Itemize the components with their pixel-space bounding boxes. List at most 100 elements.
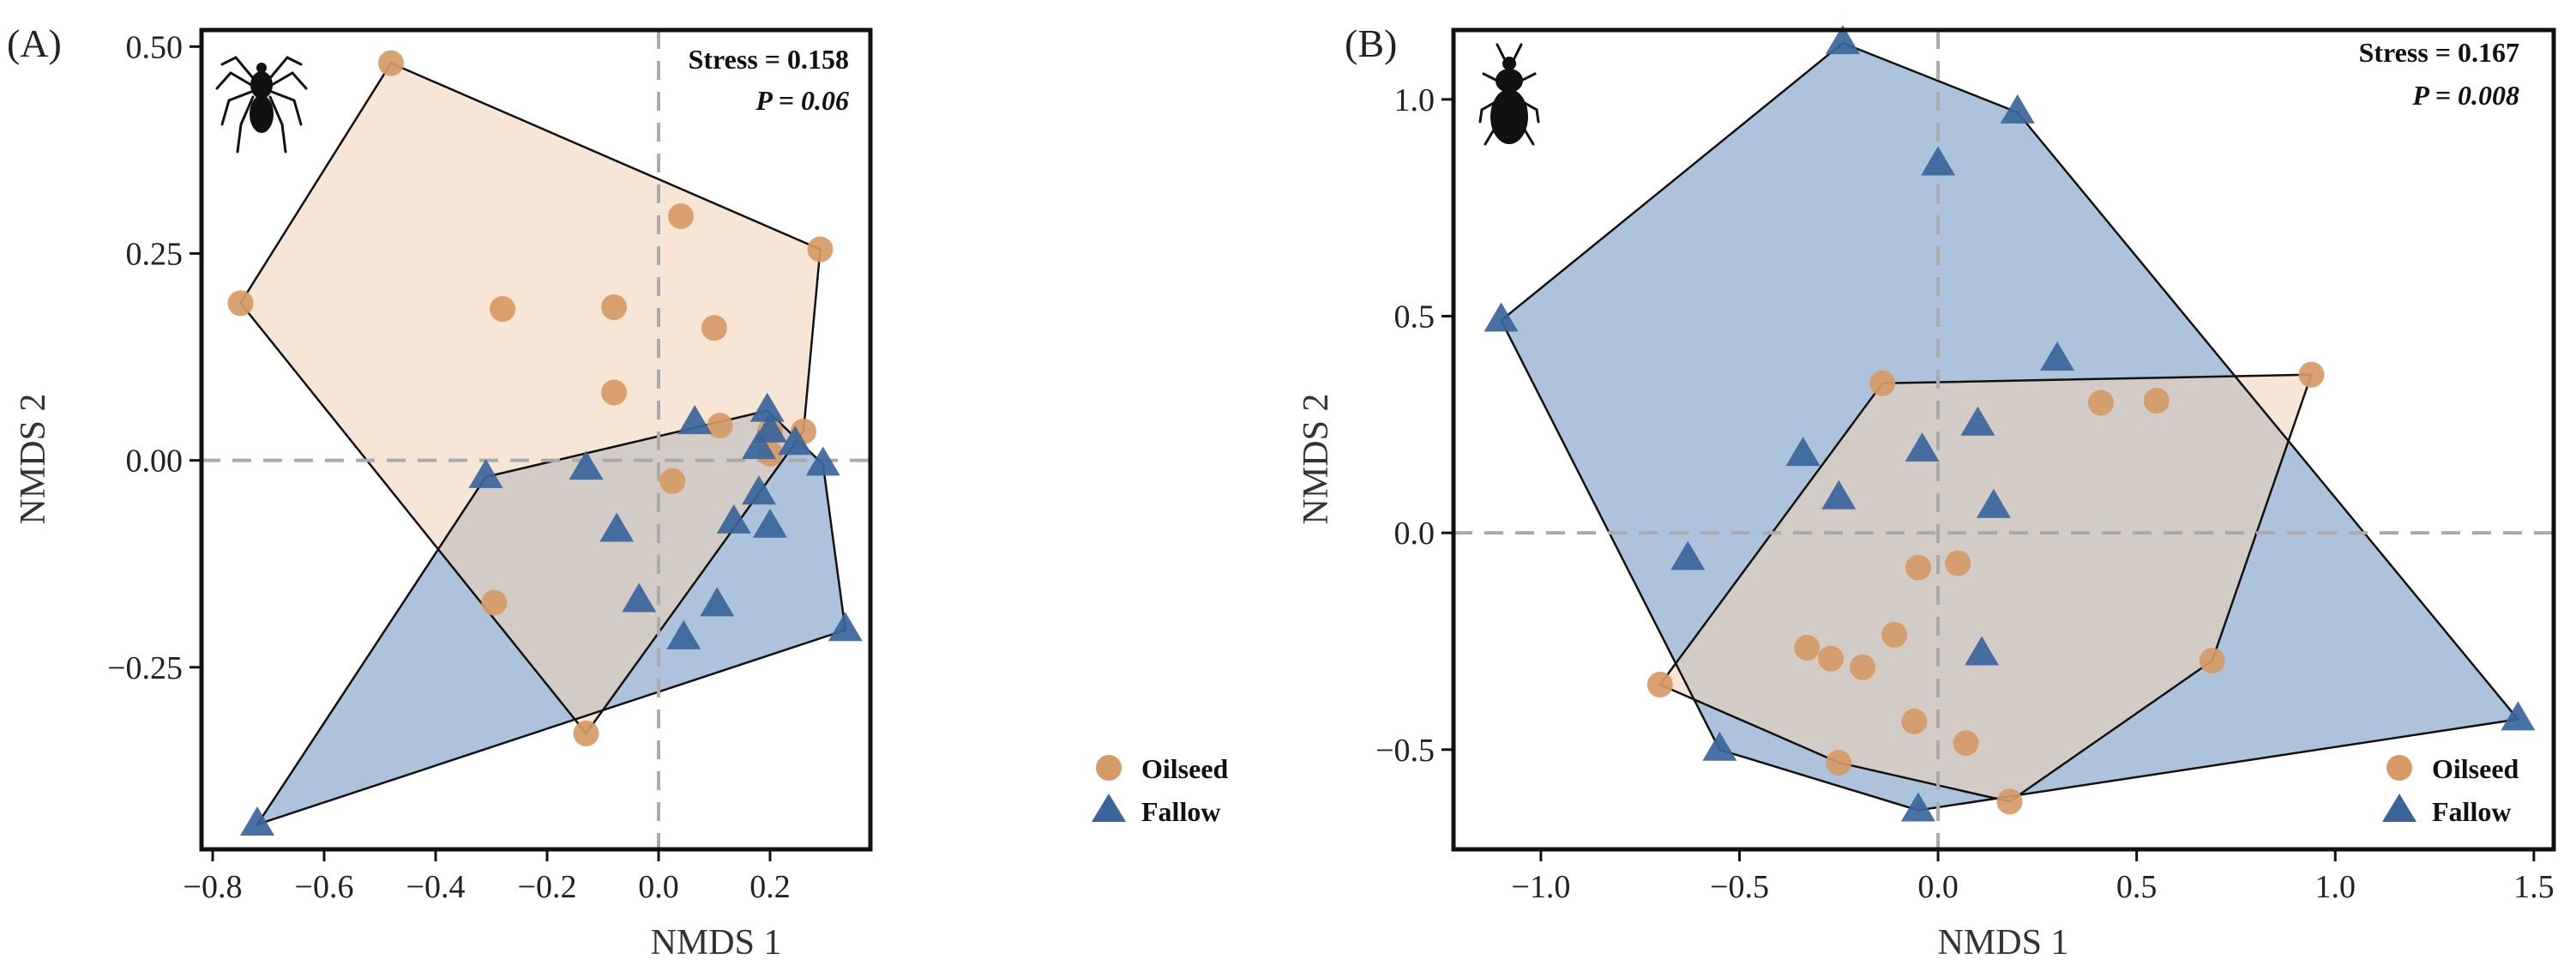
oilseed-point [573, 720, 599, 746]
oilseed-point [2298, 361, 2325, 388]
plot-frame [1451, 27, 2556, 852]
fallow-point [700, 587, 735, 617]
fallow-point [599, 512, 635, 542]
legend-oilseed-label: Oilseed [1141, 753, 1229, 784]
spider-icon [215, 56, 308, 154]
panel-label: (B) [1345, 21, 1397, 65]
fallow-point [1965, 636, 2000, 666]
fallow-point [828, 612, 863, 642]
fallow-point [778, 426, 813, 456]
panel-label: (A) [7, 21, 62, 65]
oilseed-hull-fill [1659, 374, 2312, 802]
fallow-point [749, 392, 785, 422]
fallow-point [2000, 94, 2035, 124]
oilseed-point [707, 413, 733, 439]
oilseed-hull-outline [238, 62, 822, 735]
y-tick-label: 0.5 [1394, 299, 1435, 335]
oilseed-point [378, 50, 404, 76]
panel-b: (B) −1.0 −0.5 0.0 0.5 1.0 1.5 −0.5 0.0 0.5 1.0 St… [1297, 21, 2556, 963]
x-tick-label: −0.8 [184, 869, 243, 905]
plot-frame [199, 27, 873, 852]
x-tick-label: 1.0 [2315, 869, 2356, 905]
y-tick-label: 0.00 [126, 444, 184, 480]
oilseed-point [227, 290, 254, 317]
y-tick-label: −0.5 [1375, 733, 1435, 769]
legend-fallow-marker [2382, 794, 2417, 822]
legend-fallow-label: Fallow [2432, 796, 2511, 827]
oilseed-point [601, 294, 627, 321]
fallow-point [1785, 437, 1821, 467]
stress-text: Stress = 0.158 [689, 44, 849, 75]
beetle-icon [1478, 43, 1540, 146]
fallow-point [666, 619, 701, 649]
oilseed-point [701, 315, 727, 341]
fallow-point [805, 446, 840, 476]
x-axis-title: NMDS 1 [651, 923, 782, 963]
fallow-point [742, 430, 776, 460]
x-axis-title: NMDS 1 [1938, 923, 2069, 963]
fallow-point [1976, 488, 2011, 518]
oilseed-point [1905, 554, 1931, 581]
y-tick-label: −0.25 [107, 650, 183, 686]
oilseed-point [1850, 654, 1876, 680]
fallow-point [2501, 701, 2536, 731]
oilseed-point [2087, 389, 2114, 416]
oilseed-point [1646, 671, 1673, 697]
oilseed-point [1826, 749, 1852, 776]
legend-oilseed-marker [1096, 755, 1122, 781]
oilseed-point [481, 589, 508, 616]
y-tick-label: 0.50 [126, 29, 184, 65]
p-value-text: P = 0.008 [2411, 80, 2519, 111]
panel-a: (A) −0.8 −0.6 −0.4 −0.2 0.0 0.2 −0.25 0.00 0.25 0… [7, 21, 1229, 963]
fallow-point [468, 458, 503, 488]
fallow-point [1702, 731, 1737, 761]
fallow-point [622, 583, 657, 613]
y-tick-label: 0.0 [1394, 516, 1435, 552]
x-tick-label: −0.2 [518, 869, 577, 905]
oilseed-point [1794, 635, 1821, 661]
x-tick-label: 0.0 [638, 869, 679, 905]
fallow-point [1905, 432, 1940, 462]
legend-oilseed-label: Oilseed [2432, 753, 2519, 784]
y-tick-label: 0.25 [126, 236, 184, 272]
x-tick-label: −1.0 [1511, 869, 1570, 905]
oilseed-point [1869, 370, 1896, 396]
x-tick-label: 0.5 [2116, 869, 2158, 905]
oilseed-point [2143, 388, 2170, 414]
x-tick-label: 0.0 [1917, 869, 1959, 905]
oilseed-point [1945, 550, 1971, 577]
fallow-point [2040, 341, 2075, 371]
oilseed-hull-fill [240, 63, 821, 734]
x-tick-label: −0.4 [406, 869, 466, 905]
oilseed-point [1881, 621, 1908, 648]
oilseed-point [601, 379, 627, 406]
x-tick-label: −0.6 [295, 869, 354, 905]
fallow-point [1825, 25, 1860, 55]
oilseed-point [1953, 730, 1979, 757]
oilseed-point [2199, 648, 2225, 674]
fallow-point [240, 806, 274, 836]
fallow-point [1900, 792, 1935, 822]
fallow-point [1821, 480, 1857, 510]
oilseed-point [668, 203, 694, 230]
oilseed-point [490, 296, 515, 323]
x-tick-label: −0.5 [1710, 869, 1769, 905]
y-axis-title: NMDS 2 [14, 394, 53, 525]
oilseed-point [1818, 645, 1845, 672]
y-axis-title: NMDS 2 [1297, 394, 1336, 525]
oilseed-point [1996, 788, 2023, 815]
legend-fallow-label: Fallow [1141, 796, 1220, 827]
fallow-point [742, 475, 776, 505]
oilseed-point [1901, 708, 1928, 734]
legend-fallow-marker [1092, 794, 1126, 822]
fallow-point [753, 508, 787, 538]
p-value-text: P = 0.06 [755, 85, 849, 116]
oilseed-point [807, 236, 834, 263]
fallow-point [1921, 146, 1956, 176]
legend-oilseed-marker [2386, 755, 2412, 781]
oilseed-point [659, 468, 686, 494]
fallow-point [1960, 406, 1995, 436]
x-tick-label: 0.2 [749, 869, 791, 905]
stress-text: Stress = 0.167 [2359, 37, 2519, 68]
